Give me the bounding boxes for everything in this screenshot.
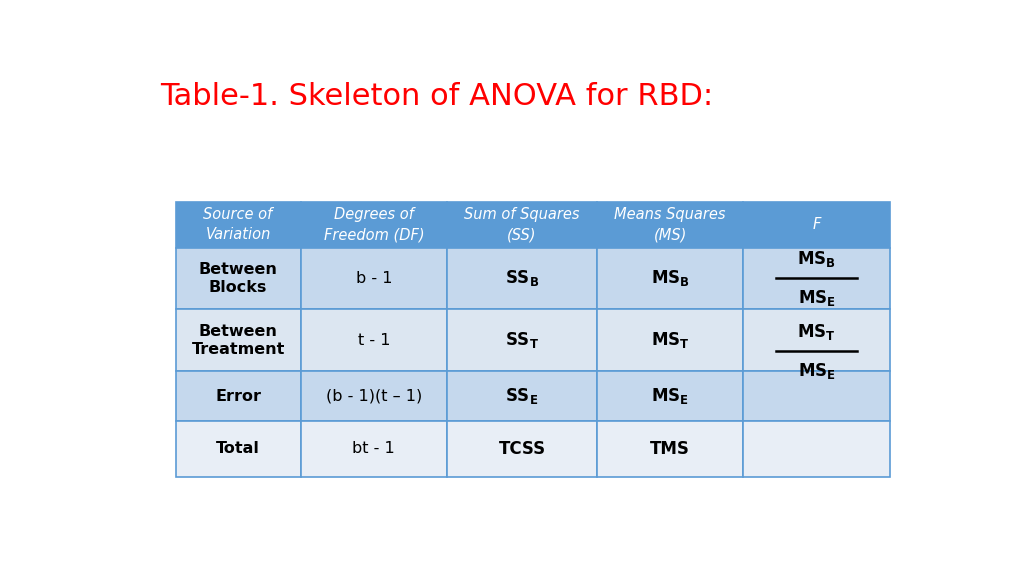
Bar [743, 372, 890, 421]
Text: Between
Blocks: Between Blocks [199, 262, 278, 295]
Text: $\mathbf{MS}_\mathbf{T}$: $\mathbf{MS}_\mathbf{T}$ [798, 322, 836, 342]
Bar [743, 309, 890, 372]
Text: $\mathbf{MS}_\mathbf{E}$: $\mathbf{MS}_\mathbf{E}$ [651, 386, 689, 406]
Bar [743, 248, 890, 309]
Bar [176, 248, 301, 309]
Bar [597, 372, 743, 421]
Bar [597, 421, 743, 477]
Text: Degrees of
Freedom (DF): Degrees of Freedom (DF) [324, 207, 424, 242]
Text: F: F [812, 217, 821, 232]
Text: $\mathbf{MS}_\mathbf{B}$: $\mathbf{MS}_\mathbf{B}$ [798, 249, 836, 269]
Bar [597, 309, 743, 372]
Bar [447, 372, 597, 421]
Text: $\mathbf{SS}_\mathbf{B}$: $\mathbf{SS}_\mathbf{B}$ [505, 268, 540, 289]
Bar [301, 421, 447, 477]
Bar [743, 421, 890, 477]
Text: $\mathbf{MS}_\mathbf{B}$: $\mathbf{MS}_\mathbf{B}$ [651, 268, 689, 289]
Text: $\mathbf{MS}_\mathbf{E}$: $\mathbf{MS}_\mathbf{E}$ [798, 361, 836, 381]
Bar [447, 421, 597, 477]
Bar [301, 202, 447, 248]
Bar [597, 248, 743, 309]
Text: bt - 1: bt - 1 [352, 441, 395, 456]
Text: $\mathbf{SS}_\mathbf{T}$: $\mathbf{SS}_\mathbf{T}$ [505, 331, 539, 350]
Text: Sum of Squares
(SS): Sum of Squares (SS) [464, 207, 580, 242]
Bar [176, 372, 301, 421]
Text: Total: Total [216, 441, 260, 456]
Text: TCSS: TCSS [499, 440, 546, 458]
Text: TMS: TMS [650, 440, 690, 458]
Text: Means Squares
(MS): Means Squares (MS) [614, 207, 726, 242]
Text: $\mathbf{MS}_\mathbf{E}$: $\mathbf{MS}_\mathbf{E}$ [798, 288, 836, 308]
Text: $\mathbf{SS}_\mathbf{E}$: $\mathbf{SS}_\mathbf{E}$ [506, 386, 539, 406]
Bar [597, 202, 743, 248]
Text: Table-1. Skeleton of ANOVA for RBD:: Table-1. Skeleton of ANOVA for RBD: [160, 82, 713, 111]
Text: (b - 1)(t – 1): (b - 1)(t – 1) [326, 389, 422, 404]
Text: Error: Error [215, 389, 261, 404]
Bar [447, 309, 597, 372]
Text: t - 1: t - 1 [357, 333, 390, 348]
Bar [447, 202, 597, 248]
Bar [447, 248, 597, 309]
Bar [301, 248, 447, 309]
Text: b - 1: b - 1 [355, 271, 392, 286]
Bar [301, 309, 447, 372]
Text: Source of
Variation: Source of Variation [204, 207, 272, 242]
Bar [743, 202, 890, 248]
Bar [301, 372, 447, 421]
Text: Between
Treatment: Between Treatment [191, 324, 285, 357]
Bar [176, 421, 301, 477]
Bar [176, 202, 301, 248]
Bar [176, 309, 301, 372]
Text: $\mathbf{MS}_\mathbf{T}$: $\mathbf{MS}_\mathbf{T}$ [651, 331, 689, 350]
